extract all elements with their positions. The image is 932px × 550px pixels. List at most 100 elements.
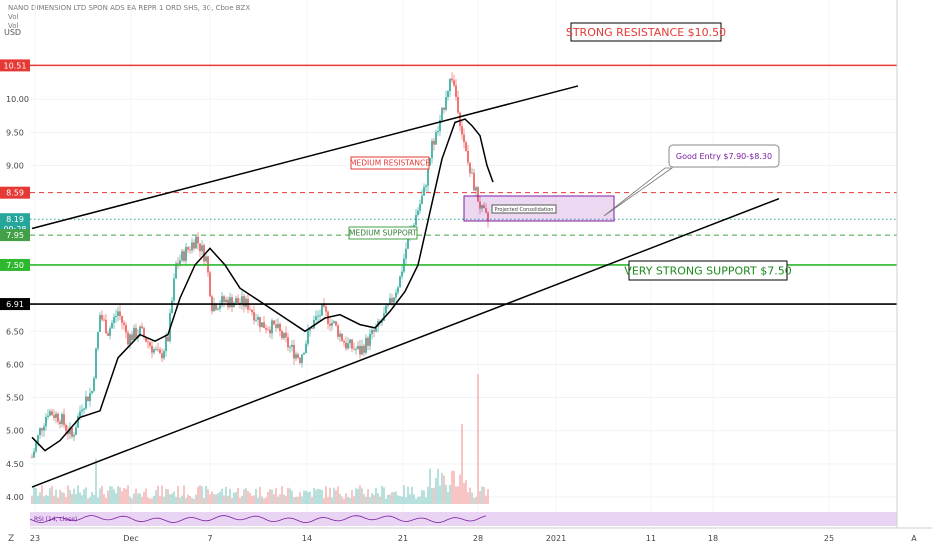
moving-average-line bbox=[31, 118, 494, 452]
price-badge-label: 7.50 bbox=[6, 261, 24, 270]
volume-bar bbox=[51, 486, 53, 504]
candle-body bbox=[59, 421, 61, 425]
volume-bar bbox=[261, 496, 263, 504]
candle-body bbox=[307, 330, 309, 344]
y-tick-label: 6.00 bbox=[6, 360, 24, 369]
volume-bar bbox=[201, 486, 203, 504]
candle-body bbox=[171, 300, 173, 313]
volume-bar bbox=[227, 495, 229, 504]
symbol-title[interactable]: NANO DIMENSION LTD SPON ADS EA REPR 1 OR… bbox=[8, 4, 251, 12]
rsi-label: RSI (14, close) bbox=[34, 516, 77, 523]
volume-bar bbox=[247, 490, 249, 504]
candle-body bbox=[159, 349, 161, 354]
volume-bar bbox=[333, 487, 335, 504]
volume-bar bbox=[173, 491, 175, 504]
candle-body bbox=[191, 242, 193, 251]
candle-body bbox=[353, 348, 355, 350]
candle-body bbox=[427, 165, 429, 186]
volume-bar bbox=[451, 470, 453, 504]
volume-bar bbox=[481, 486, 483, 504]
volume-bar bbox=[263, 498, 265, 504]
volume-bar bbox=[55, 489, 57, 504]
candle-body bbox=[147, 341, 149, 343]
candle-body bbox=[115, 315, 117, 317]
volume-bar bbox=[245, 487, 247, 504]
candle-body bbox=[263, 322, 265, 329]
volume-bar bbox=[219, 491, 221, 504]
axis-background bbox=[897, 0, 932, 550]
candle-body bbox=[91, 391, 93, 394]
volume-bar bbox=[425, 497, 427, 504]
candle-body bbox=[351, 339, 353, 349]
candle-body bbox=[215, 303, 217, 310]
volume-bar bbox=[455, 486, 457, 504]
volume-bar bbox=[197, 486, 199, 504]
price-badge bbox=[0, 298, 30, 311]
price-badge bbox=[0, 229, 30, 242]
candle-body bbox=[311, 328, 313, 330]
volume-bar bbox=[391, 492, 393, 504]
volume-bar bbox=[207, 489, 209, 504]
volume-bar bbox=[355, 488, 357, 504]
candle-body bbox=[69, 427, 71, 435]
volume-bar bbox=[31, 495, 33, 504]
candle-body bbox=[187, 247, 189, 250]
volume-label: Vol bbox=[8, 13, 19, 21]
x-tick-label: 11 bbox=[646, 534, 656, 543]
volume-bar bbox=[163, 496, 165, 504]
candle-body bbox=[51, 411, 53, 416]
candle-body bbox=[487, 212, 489, 222]
volume-bar bbox=[257, 497, 259, 504]
volume-bar bbox=[439, 485, 441, 504]
volume-bar bbox=[33, 486, 35, 504]
candle-body bbox=[57, 413, 59, 422]
candle-body bbox=[35, 442, 37, 452]
currency-label: USD bbox=[4, 28, 22, 37]
volume-bar bbox=[153, 495, 155, 504]
candle-body bbox=[435, 131, 437, 145]
volume-bar bbox=[299, 492, 301, 504]
candle-body bbox=[83, 408, 85, 410]
projected-consolidation-label: Projected Consolidation bbox=[495, 207, 554, 213]
candle-body bbox=[125, 325, 127, 333]
candle-body bbox=[235, 298, 237, 303]
volume-bar bbox=[209, 494, 211, 504]
candle-body bbox=[133, 327, 135, 341]
volume-bar bbox=[243, 489, 245, 504]
volume-bar bbox=[361, 488, 363, 504]
annotations: STRONG RESISTANCE $10.50 MEDIUM RESISTANC… bbox=[348, 22, 792, 281]
volume-bar bbox=[395, 491, 397, 504]
candle-body bbox=[237, 298, 239, 303]
x-tick-label: A bbox=[911, 534, 917, 543]
volume-bar bbox=[281, 486, 283, 504]
lower-channel-line bbox=[31, 197, 780, 488]
volume-bar bbox=[423, 490, 425, 504]
x-tick-label: 23 bbox=[30, 534, 40, 543]
candle-body bbox=[217, 308, 219, 310]
callout-pointer bbox=[603, 167, 674, 217]
y-tick-label: 9.50 bbox=[6, 128, 24, 137]
candle-body bbox=[459, 112, 461, 127]
candle-body bbox=[275, 324, 277, 328]
candle-body bbox=[349, 339, 351, 344]
volume-bar bbox=[289, 488, 291, 504]
candle-body bbox=[455, 85, 457, 97]
candle-body bbox=[381, 320, 383, 323]
candle-body bbox=[387, 304, 389, 306]
volume-bar bbox=[239, 497, 241, 504]
volume-bar bbox=[349, 498, 351, 504]
candle-body bbox=[407, 235, 409, 249]
candle-body bbox=[385, 305, 387, 314]
y-tick-label: 9.00 bbox=[6, 162, 24, 171]
volume-bar bbox=[485, 495, 487, 504]
volume-bar bbox=[305, 490, 307, 504]
volume-bar bbox=[383, 487, 385, 504]
candle-body bbox=[249, 309, 251, 311]
rsi-band bbox=[30, 512, 897, 526]
candle-body bbox=[183, 251, 185, 261]
candle-body bbox=[441, 107, 443, 121]
volume-bars bbox=[31, 374, 489, 504]
candle-body bbox=[87, 396, 89, 402]
candle-body bbox=[253, 312, 255, 321]
